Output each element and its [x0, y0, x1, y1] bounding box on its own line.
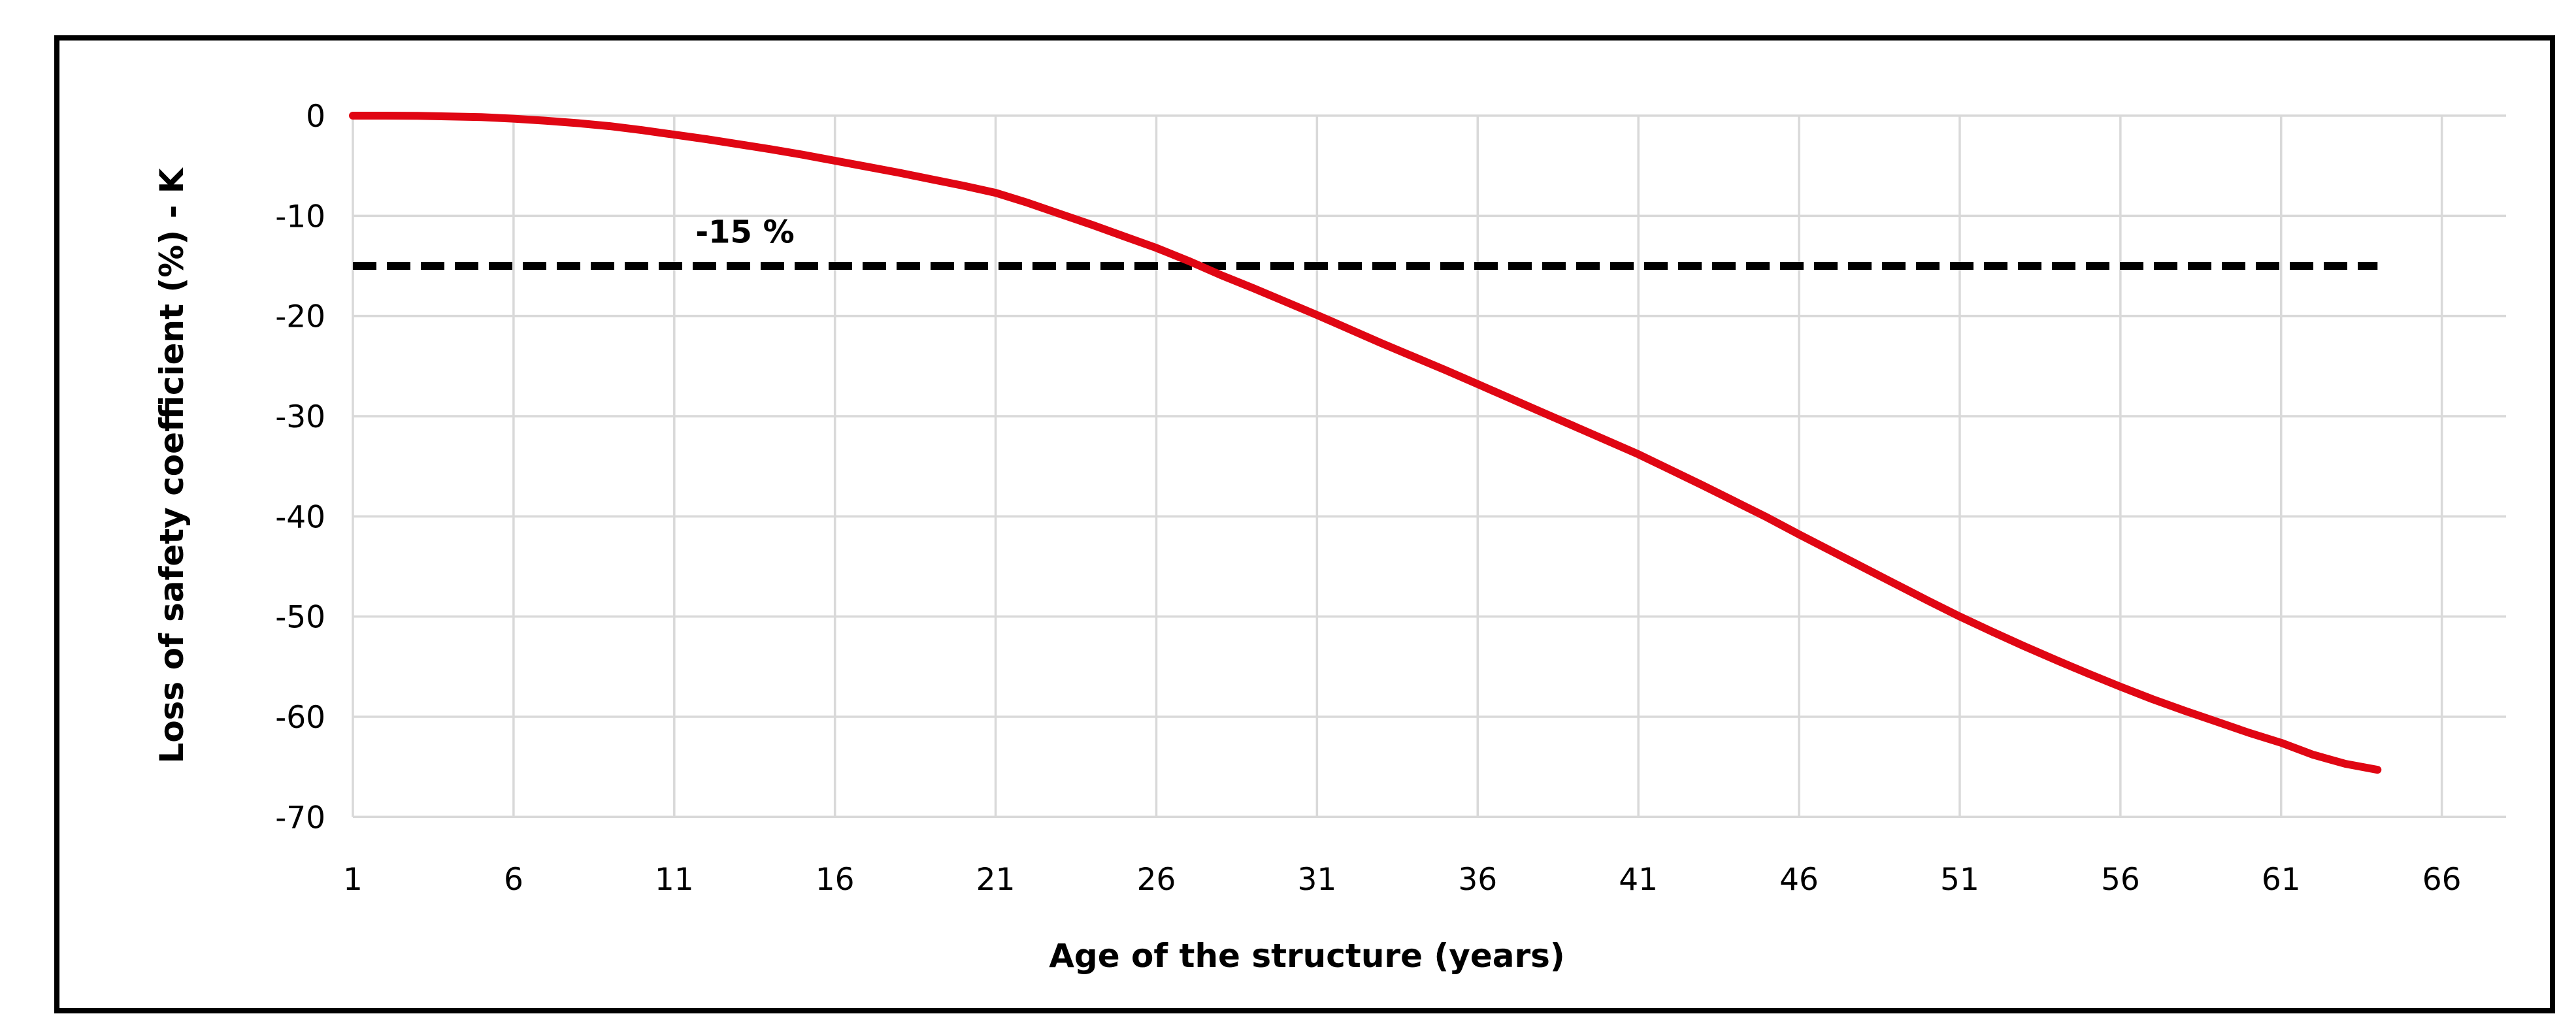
y-tick-label: 0 — [306, 99, 325, 135]
x-tick-labels: 1 6 11 16 21 26 31 36 41 46 51 56 61 66 — [343, 862, 2462, 898]
x-tick-label: 21 — [976, 862, 1016, 898]
threshold-label: -15 % — [695, 214, 795, 251]
y-tick-label: -30 — [275, 399, 325, 435]
gridlines — [352, 114, 2506, 819]
x-tick-label: 56 — [2101, 862, 2140, 898]
x-tick-label: 41 — [1619, 862, 1658, 898]
x-tick-label: 1 — [343, 862, 363, 898]
y-axis-title: Loss of safety coefficient (%) - K — [153, 167, 191, 763]
x-tick-label: 51 — [1940, 862, 1979, 898]
loss-of-safety-curve — [349, 112, 2382, 774]
y-tick-label: -40 — [275, 499, 325, 535]
x-axis-title: Age of the structure (years) — [1049, 937, 1565, 975]
y-tick-labels: 0 -10 -20 -30 -40 -50 -60 -70 — [275, 99, 325, 836]
x-tick-label: 66 — [2422, 862, 2462, 898]
chart-border — [54, 35, 2555, 1013]
x-tick-label: 11 — [655, 862, 694, 898]
x-tick-label: 6 — [504, 862, 523, 898]
x-tick-label: 61 — [2262, 862, 2301, 898]
x-tick-label: 16 — [816, 862, 855, 898]
x-tick-label: 26 — [1137, 862, 1176, 898]
x-tick-label: 31 — [1297, 862, 1336, 898]
y-tick-label: -50 — [275, 600, 325, 636]
y-tick-label: -20 — [275, 299, 325, 335]
x-tick-label: 36 — [1458, 862, 1497, 898]
x-tick-label: 46 — [1779, 862, 1819, 898]
y-tick-label: -60 — [275, 700, 325, 736]
y-tick-label: -70 — [275, 800, 325, 836]
y-tick-label: -10 — [275, 199, 325, 235]
